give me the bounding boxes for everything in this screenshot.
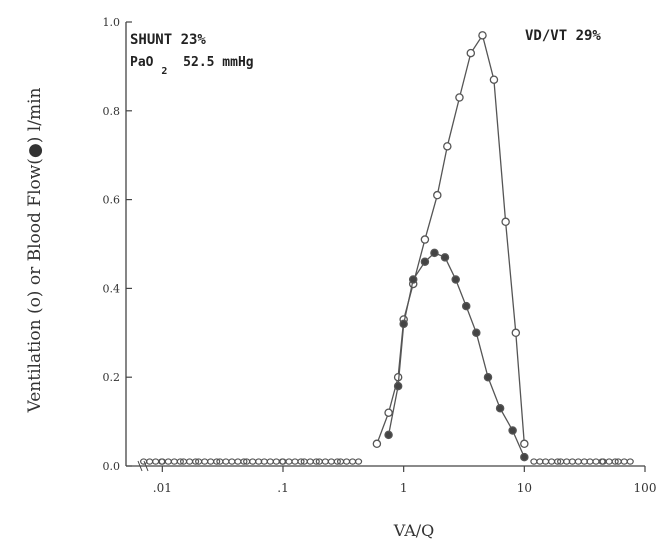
ventilation-point <box>489 75 499 84</box>
axis-break-mark <box>137 460 149 472</box>
baseline-marker <box>228 458 236 465</box>
baseline-marker <box>312 458 320 465</box>
ventilation-point <box>520 439 529 449</box>
x-tick-label: 10 <box>517 481 532 495</box>
baseline-marker <box>605 458 613 465</box>
blood-flow-point <box>472 328 481 338</box>
baseline-marker <box>191 458 200 465</box>
ventilation-point <box>433 190 442 200</box>
blood-flow-point <box>420 257 430 267</box>
ventilation-point <box>372 439 382 449</box>
pao2-prefix: PaO <box>130 55 154 70</box>
baseline-marker <box>222 458 230 465</box>
vdvt-annotation: VD/VT 29% <box>525 28 601 44</box>
ventilation-point <box>501 217 510 227</box>
annotations: SHUNT 23% PaO 2 52.5 mmHg VD/VT 29% <box>130 28 601 78</box>
blood-flow-point <box>440 253 450 262</box>
baseline-marker <box>354 458 363 465</box>
series-line <box>387 252 525 458</box>
baseline-marker <box>234 458 242 465</box>
baseline-marker <box>140 458 148 465</box>
ventilation-point <box>511 328 521 338</box>
baseline-marker <box>333 458 341 465</box>
baseline-marker <box>176 458 184 465</box>
y-axis-label: Ventilation (o) or Blood Flow(●) l/min <box>25 87 45 413</box>
blood-flow-point <box>520 452 529 462</box>
baseline-marker <box>321 458 329 465</box>
baseline-marker <box>285 458 293 465</box>
baseline-marker <box>553 458 562 465</box>
y-tick-label: 0.0 <box>103 460 121 473</box>
ventilation-point <box>466 48 476 58</box>
baseline-marker <box>240 458 248 465</box>
x-tick-label: 1 <box>400 481 408 495</box>
baseline-marker <box>611 458 619 465</box>
baseline-marker <box>348 458 357 465</box>
axes: 0.0 0.2 0.4 0.6 0.8 1.0 .01 .1 1 10 100 <box>103 16 657 495</box>
series-group <box>140 31 634 465</box>
blood-flow-point <box>393 381 403 391</box>
blood-flow-point <box>451 275 460 284</box>
pao2-subscript: 2 <box>161 66 167 77</box>
blood-flow-point <box>461 301 471 311</box>
baseline-marker <box>201 458 209 465</box>
pao2-value: 52.5 mmHg <box>183 55 253 70</box>
y-tick-label: 0.8 <box>103 105 121 118</box>
blood-flow-point <box>399 319 408 329</box>
y-tick-label: 0.4 <box>103 282 121 295</box>
blood-flow-point <box>495 404 505 413</box>
x-tick-label: 100 <box>634 481 657 495</box>
baseline-marker <box>266 458 274 465</box>
baseline-marker <box>291 458 299 465</box>
pao2-annotation: PaO 2 52.5 mmHg <box>130 55 254 78</box>
baseline-marker <box>530 458 538 465</box>
y-tick-label: 1.0 <box>103 16 121 29</box>
y-tick-label: 0.2 <box>103 371 121 384</box>
shunt-annotation: SHUNT 23% <box>130 32 206 48</box>
baseline-marker <box>146 458 154 465</box>
blood-flow-point <box>483 372 493 382</box>
blood-flow-point <box>430 248 439 258</box>
baseline-marker <box>297 458 305 465</box>
baseline-marker <box>170 458 178 465</box>
ventilation-point <box>443 142 452 151</box>
y-tick-label: 0.6 <box>103 194 121 207</box>
x-tick-label: .1 <box>277 481 288 495</box>
baseline-marker <box>207 458 215 465</box>
baseline-marker <box>306 458 314 465</box>
baseline-marker <box>164 458 172 465</box>
blood-flow-point <box>508 426 517 435</box>
baseline-marker <box>272 458 280 465</box>
baseline-marker <box>213 458 221 465</box>
baseline-marker <box>626 458 634 465</box>
ventilation-point <box>455 93 464 102</box>
series-baseline-dashes <box>140 458 634 465</box>
baseline-marker <box>547 458 556 465</box>
ventilation-point <box>384 408 393 417</box>
baseline-marker <box>342 458 351 465</box>
baseline-marker <box>620 458 628 465</box>
baseline-marker <box>327 458 335 465</box>
baseline-marker <box>592 458 600 465</box>
baseline-marker <box>249 458 257 465</box>
ventilation-point <box>478 31 487 40</box>
blood-flow-point <box>408 275 418 284</box>
x-axis-label: VA/Q <box>393 521 435 540</box>
baseline-marker <box>574 458 582 465</box>
ventilation-point <box>420 235 430 244</box>
blood-flow-point <box>384 430 393 440</box>
x-tick-label: .01 <box>153 481 172 495</box>
baseline-marker <box>185 458 194 465</box>
baseline-marker <box>152 458 160 465</box>
series-filled-circle <box>384 248 529 462</box>
